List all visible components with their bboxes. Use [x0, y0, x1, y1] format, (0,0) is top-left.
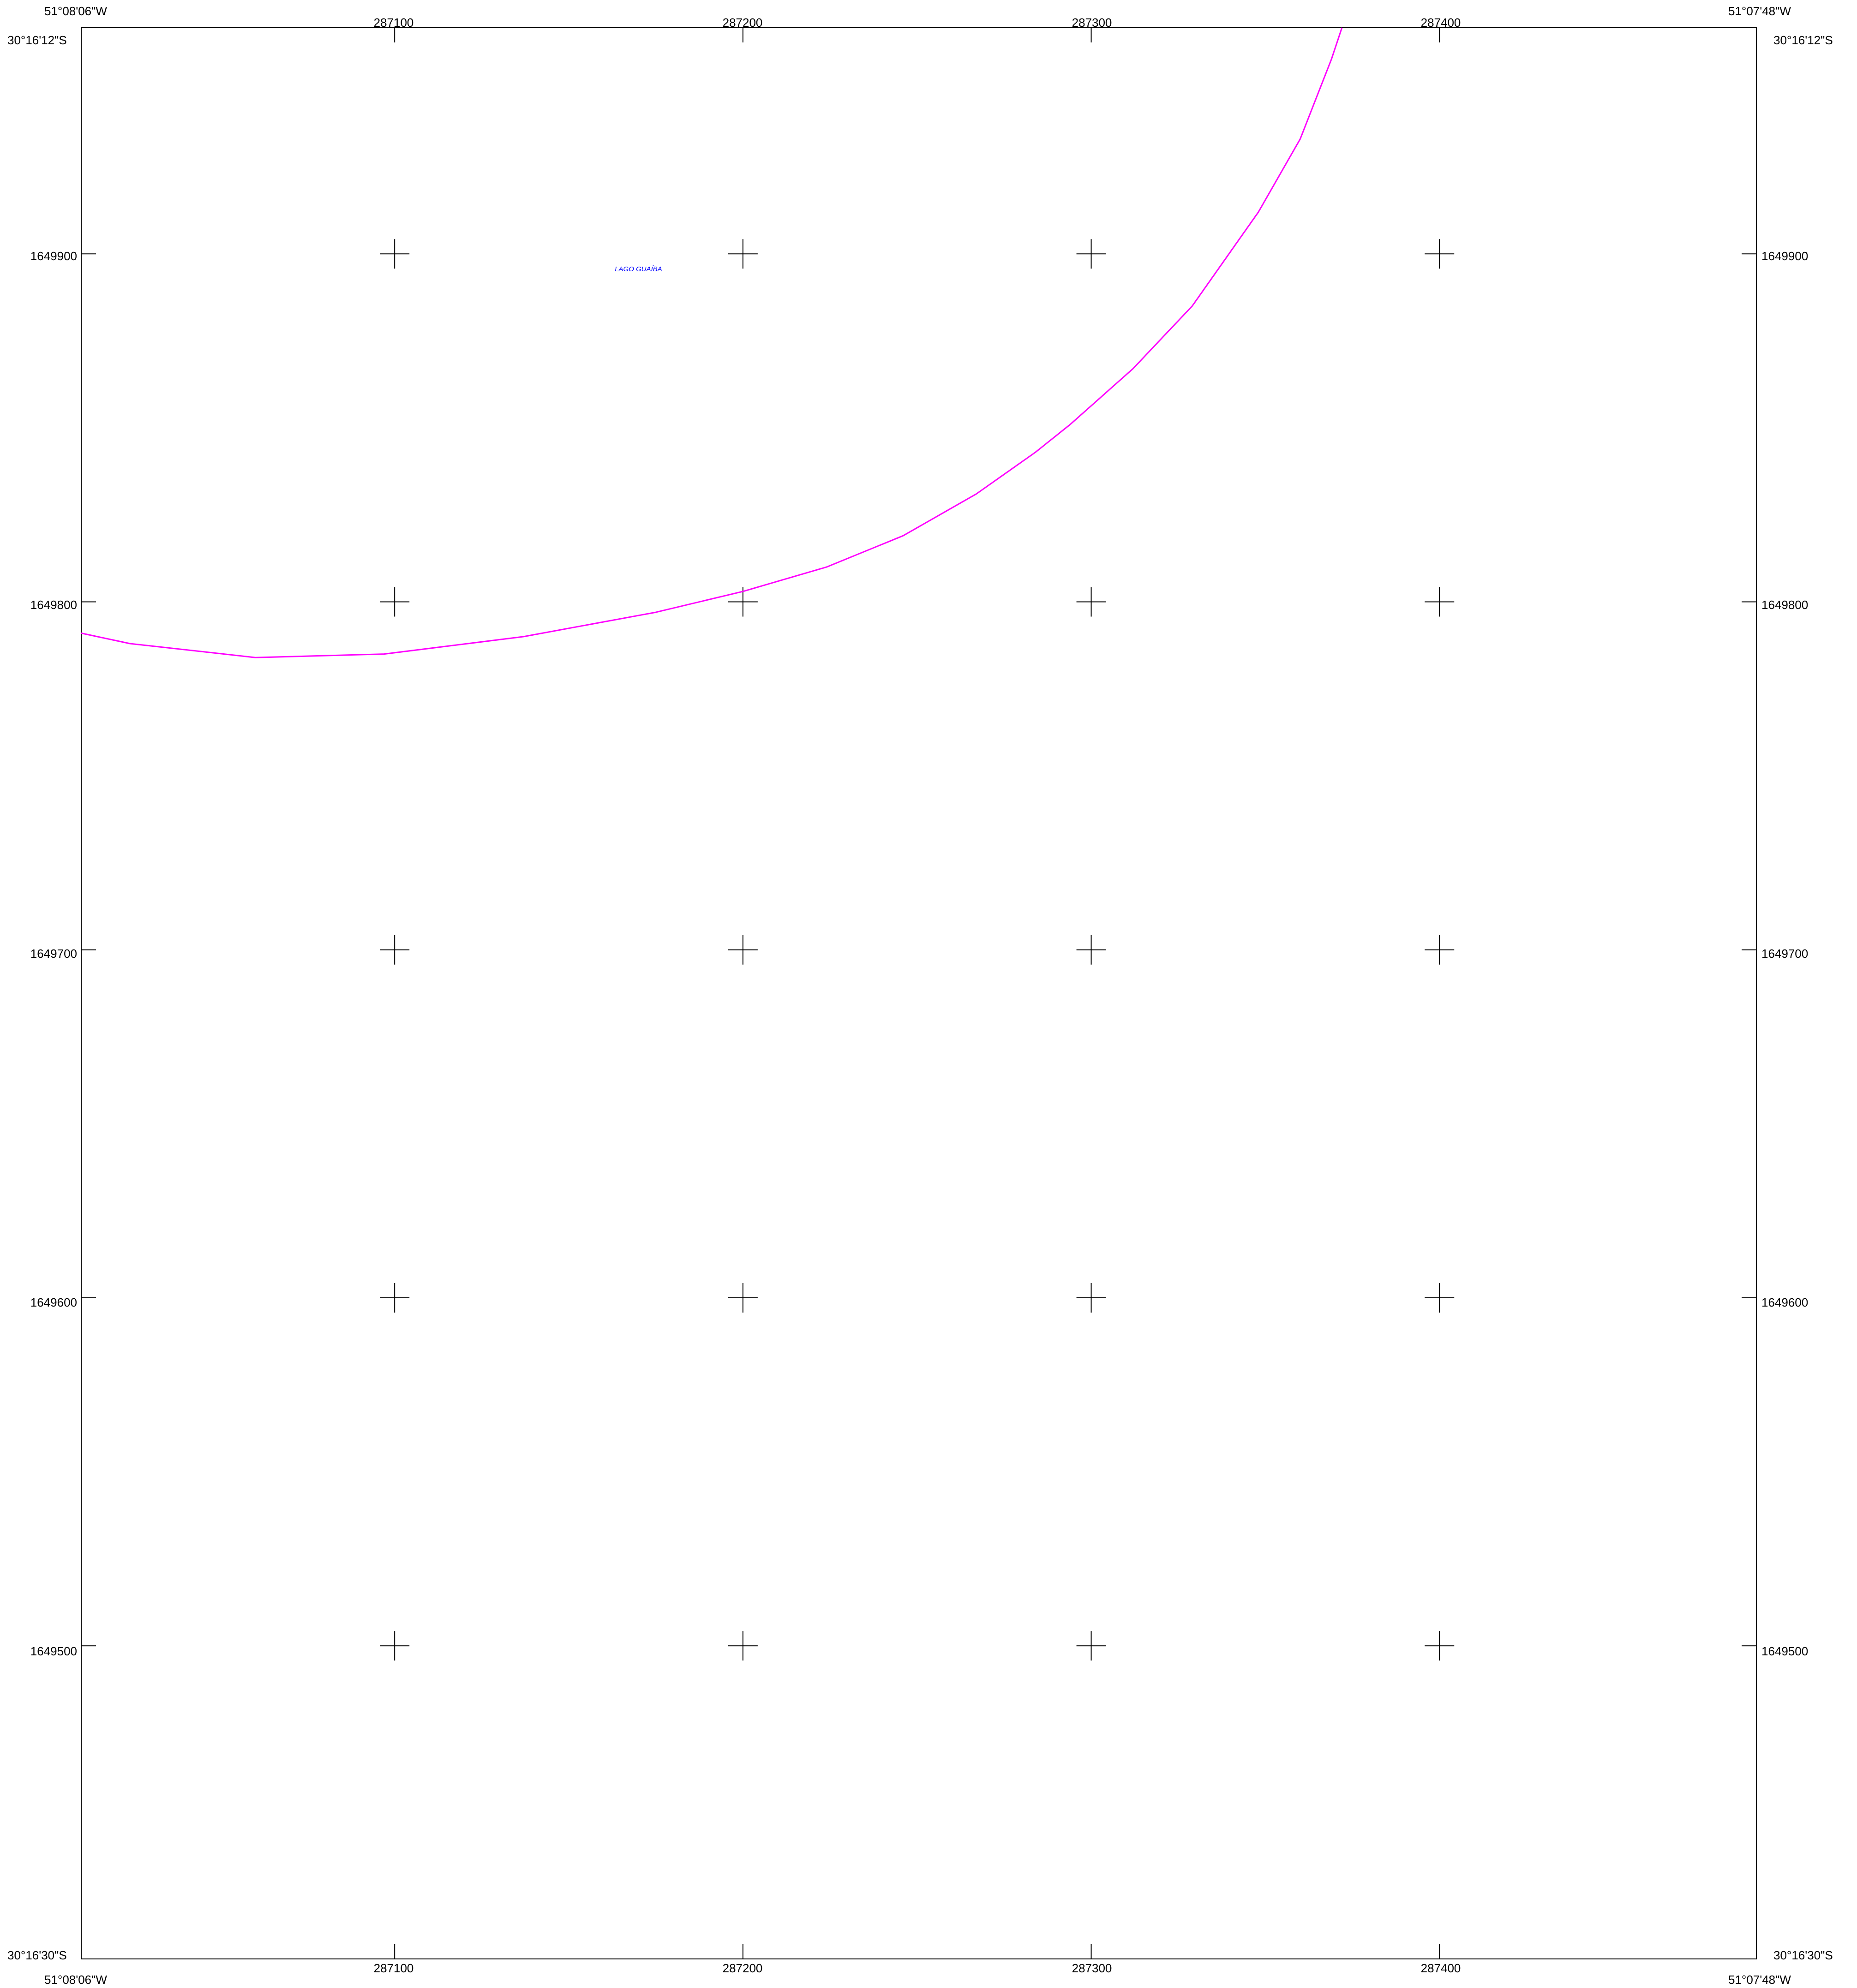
- northing-label-left-4: 1649500: [30, 1644, 77, 1658]
- easting-label-top-3: 287400: [1421, 16, 1461, 30]
- easting-label-bottom-1: 287200: [723, 1961, 763, 1975]
- shoreline-layer: [81, 27, 1343, 658]
- northing-label-right-0: 1649900: [1761, 249, 1808, 263]
- easting-label-bottom-2: 287300: [1072, 1961, 1112, 1975]
- corner-lon-top-right: 51°07'48"W: [1728, 4, 1791, 18]
- grid-cross: [728, 1631, 758, 1661]
- map-frame-layer: [81, 27, 1757, 1959]
- grid-cross: [1425, 239, 1455, 269]
- grid-cross: [1425, 1631, 1455, 1661]
- grid-cross: [380, 935, 410, 965]
- northing-label-left-0: 1649900: [30, 249, 77, 263]
- grid-cross: [380, 239, 410, 269]
- corner-lon-top-left: 51°08'06"W: [44, 4, 107, 18]
- grid-cross: [728, 239, 758, 269]
- corner-lat-bottom-right: 30°16'30"S: [1773, 1948, 1833, 1962]
- grid-cross: [1076, 1283, 1106, 1313]
- grid-cross: [380, 587, 410, 617]
- northing-label-right-3: 1649600: [1761, 1295, 1808, 1309]
- corner-lat-top-right: 30°16'12"S: [1773, 33, 1833, 47]
- northing-label-left-2: 1649700: [30, 947, 77, 961]
- northing-label-left-3: 1649600: [30, 1295, 77, 1309]
- grid-cross: [1076, 587, 1106, 617]
- grid-cross: [728, 1283, 758, 1313]
- easting-label-top-0: 287100: [374, 16, 414, 30]
- grid-ticks-layer: [81, 28, 1756, 1959]
- grid-cross: [1076, 935, 1106, 965]
- shoreline: [81, 27, 1343, 658]
- grid-cross: [1425, 587, 1455, 617]
- corner-lon-bottom-right: 51°07'48"W: [1728, 1973, 1791, 1987]
- grid-cross: [1076, 1631, 1106, 1661]
- grid-cross: [1425, 935, 1455, 965]
- corner-lat-bottom-left: 30°16'30"S: [7, 1948, 67, 1962]
- grid-cross: [728, 935, 758, 965]
- grid-crosses-layer: [380, 239, 1455, 1661]
- northing-label-right-2: 1649700: [1761, 947, 1808, 961]
- water-body-label: LAGO GUAÍBA: [615, 265, 662, 273]
- grid-cross: [380, 1283, 410, 1313]
- easting-label-top-2: 287300: [1072, 16, 1112, 30]
- easting-label-bottom-0: 287100: [374, 1961, 414, 1975]
- grid-cross: [1076, 239, 1106, 269]
- map-frame: [81, 27, 1757, 1959]
- grid-cross: [380, 1631, 410, 1661]
- corner-lon-bottom-left: 51°08'06"W: [44, 1973, 107, 1987]
- easting-label-bottom-3: 287400: [1421, 1961, 1461, 1975]
- grid-cross: [1425, 1283, 1455, 1313]
- northing-label-right-1: 1649800: [1761, 598, 1808, 612]
- corner-lat-top-left: 30°16'12"S: [7, 33, 67, 47]
- northing-label-left-1: 1649800: [30, 598, 77, 612]
- easting-label-top-1: 287200: [723, 16, 763, 30]
- northing-label-right-4: 1649500: [1761, 1644, 1808, 1658]
